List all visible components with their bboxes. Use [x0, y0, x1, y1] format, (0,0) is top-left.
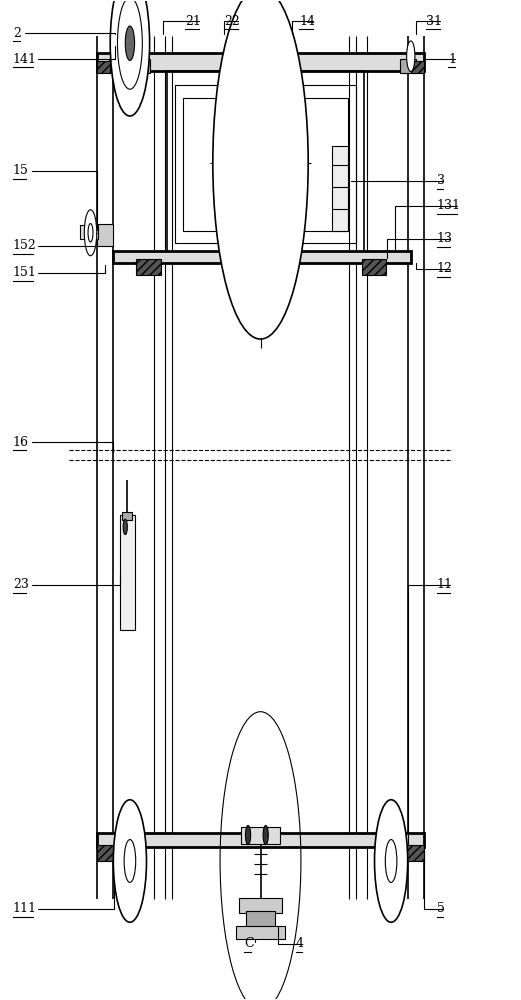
Bar	[175, 85, 356, 243]
Text: 151: 151	[13, 266, 36, 279]
Text: 111: 111	[13, 902, 37, 915]
Ellipse shape	[124, 840, 135, 882]
Bar	[401, 59, 416, 73]
Bar	[97, 833, 424, 847]
Bar	[404, 845, 424, 861]
Ellipse shape	[245, 825, 251, 845]
Text: 3: 3	[437, 174, 445, 187]
Bar	[122, 512, 132, 520]
Text: 13: 13	[437, 232, 453, 245]
Text: 23: 23	[13, 578, 29, 591]
Bar	[97, 845, 118, 861]
Ellipse shape	[110, 0, 150, 116]
Text: 21: 21	[185, 15, 201, 28]
Text: C: C	[244, 937, 254, 950]
Text: 1: 1	[448, 53, 456, 66]
Ellipse shape	[213, 0, 308, 339]
Text: 15: 15	[13, 164, 29, 177]
Bar	[332, 146, 348, 231]
Ellipse shape	[406, 41, 415, 72]
Ellipse shape	[263, 825, 268, 845]
Bar	[97, 224, 113, 246]
Bar	[362, 259, 387, 275]
Text: 4: 4	[296, 937, 304, 950]
Ellipse shape	[84, 210, 97, 256]
Ellipse shape	[123, 519, 127, 535]
Bar	[136, 259, 161, 275]
Text: 2: 2	[13, 27, 21, 40]
Bar	[109, 59, 119, 73]
Bar	[80, 225, 98, 239]
Text: 5: 5	[437, 902, 444, 915]
Text: 141: 141	[13, 53, 37, 66]
Ellipse shape	[386, 840, 397, 882]
Bar	[139, 59, 150, 73]
Text: 12: 12	[437, 262, 453, 275]
Ellipse shape	[375, 800, 407, 922]
Text: 31: 31	[426, 15, 442, 28]
Bar	[167, 71, 364, 256]
Ellipse shape	[114, 800, 146, 922]
Bar	[97, 53, 424, 71]
Text: 152: 152	[13, 239, 36, 252]
Ellipse shape	[88, 224, 93, 242]
Text: 131: 131	[437, 199, 461, 212]
Bar	[97, 61, 110, 73]
Text: 22: 22	[224, 15, 240, 28]
Bar	[183, 98, 348, 231]
Bar	[241, 827, 280, 844]
Bar	[246, 911, 275, 927]
Text: 14: 14	[300, 15, 315, 28]
Bar	[119, 515, 135, 630]
Ellipse shape	[125, 26, 134, 60]
Bar	[239, 898, 282, 913]
Bar	[113, 251, 411, 263]
Text: 16: 16	[13, 436, 29, 449]
Text: 11: 11	[437, 578, 453, 591]
Bar	[411, 61, 424, 73]
Ellipse shape	[117, 0, 142, 89]
Bar	[235, 926, 286, 939]
